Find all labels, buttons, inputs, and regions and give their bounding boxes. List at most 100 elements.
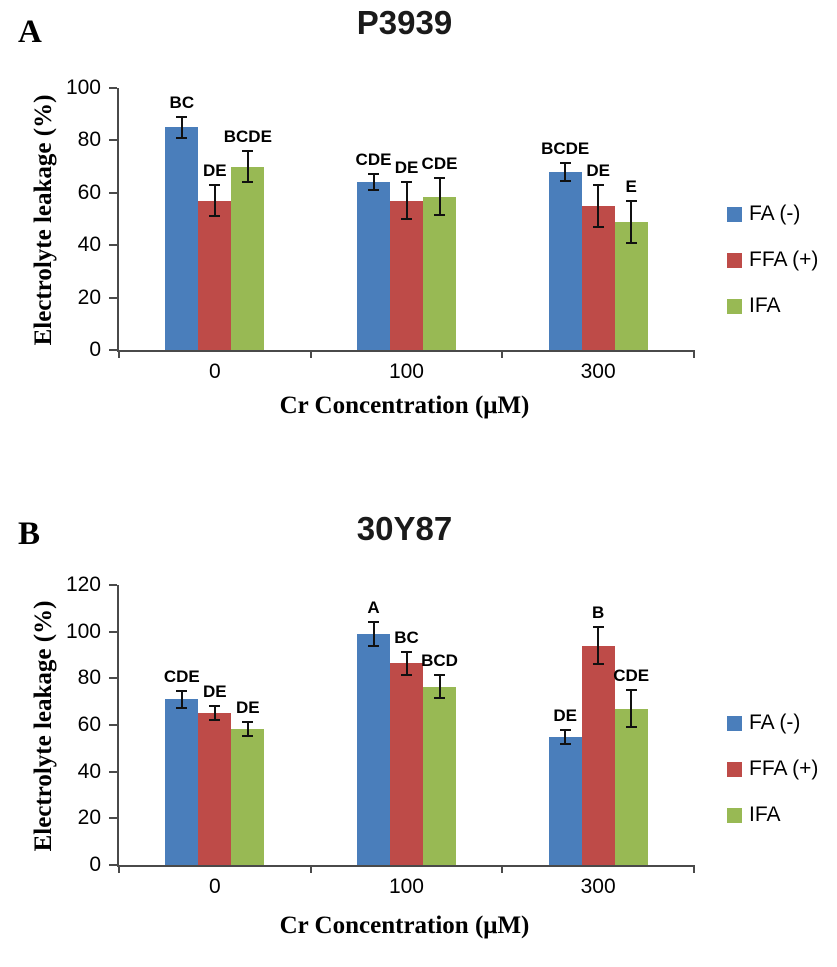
error-bar: [372, 622, 375, 646]
bar: [198, 713, 232, 865]
significance-letter: BC: [394, 627, 419, 647]
error-bar: [372, 174, 375, 191]
panel-letter-b: B: [18, 516, 41, 552]
error-bar-cap: [401, 673, 412, 676]
x-tick-mark: [693, 865, 695, 873]
y-axis-tick-label: 40: [77, 759, 101, 783]
bar: [423, 196, 456, 350]
significance-letter: DE: [553, 705, 577, 725]
plot-area-b: 0 20 40 60 80 100 120 0 CDE DE DE 100 A BC BCD 300 DE B CD…: [66, 573, 695, 898]
error-bar: [180, 691, 183, 708]
x-tick-mark: [118, 865, 120, 873]
x-axis-title-b: Cr Concentration (μM): [279, 912, 530, 939]
error-bar-cap: [434, 214, 445, 217]
y-tick-mark: [109, 770, 117, 773]
y-tick-mark: [109, 584, 117, 586]
significance-letter: E: [625, 176, 637, 196]
error-bar-cap: [625, 199, 637, 202]
y-axis-tick-label: 20: [77, 806, 101, 830]
y-tick-mark: [109, 349, 117, 351]
x-tick-mark: [693, 350, 695, 358]
legend-color-swatch: [727, 715, 742, 731]
x-tick-mark: [309, 865, 312, 873]
y-axis-tick-label: 100: [65, 76, 101, 99]
error-bar: [438, 674, 441, 699]
y-axis-tick-label: 0: [89, 853, 101, 876]
legend-label: FA (-): [749, 202, 801, 225]
error-bar: [564, 162, 567, 181]
y-axis-tick-label: 40: [77, 233, 101, 257]
chart-title-b: 30Y87: [356, 510, 453, 547]
significance-letter: DE: [203, 160, 227, 180]
x-axis-tick-label: 0: [208, 360, 221, 383]
significance-letter: DE: [586, 160, 610, 180]
x-axis-tick-label: 0: [208, 875, 221, 898]
bar: [423, 686, 456, 865]
y-tick-mark: [109, 864, 117, 866]
error-bar: [438, 178, 441, 216]
bar: [548, 171, 582, 350]
error-bar-cap: [434, 673, 445, 676]
significance-letter: CDE: [163, 667, 200, 687]
legend-item: FFA (+): [727, 757, 818, 780]
bar: [357, 182, 390, 350]
chart-title-a: P3939: [356, 4, 453, 41]
error-bar-cap: [559, 742, 571, 745]
significance-letter: A: [367, 598, 380, 618]
legend-color-swatch: [727, 807, 742, 823]
x-tick-mark: [501, 350, 504, 358]
error-bar: [405, 651, 408, 675]
error-bar: [246, 721, 249, 736]
significance-letter: BC: [169, 92, 195, 112]
panel-letter-a: A: [18, 14, 42, 50]
legend-color-swatch: [727, 761, 742, 777]
y-axis-tick-label: 100: [65, 619, 101, 643]
significance-letter: CDE: [355, 150, 392, 170]
significance-letter: B: [592, 603, 605, 622]
y-tick-mark: [109, 244, 117, 247]
error-bar-cap: [176, 690, 188, 693]
error-bar-cap: [242, 181, 254, 184]
bar: [357, 634, 390, 865]
x-tick-mark: [501, 865, 504, 873]
chart-panel-b: B 30Y87 Electrolyte leakage (%) 0 20 40 60 8…: [0, 488, 837, 967]
x-tick-mark: [309, 350, 312, 358]
error-bar-cap: [434, 697, 445, 700]
error-bar-cap: [176, 706, 188, 709]
legend-color-swatch: [727, 298, 742, 314]
bar: [390, 200, 423, 350]
error-bar-cap: [625, 726, 637, 729]
legend-a: FA (-) FFA (+) IFA: [727, 202, 818, 317]
significance-letter: CDE: [421, 154, 458, 174]
legend-item: FA (-): [727, 711, 818, 734]
error-bar-cap: [368, 189, 379, 192]
error-bar-cap: [242, 149, 254, 152]
significance-letter: DE: [236, 697, 260, 717]
error-bar-cap: [368, 644, 379, 647]
y-axis-tick-label: 80: [77, 128, 101, 152]
y-tick-mark: [109, 87, 117, 89]
y-tick-mark: [109, 296, 117, 299]
error-bar: [597, 184, 600, 227]
y-tick-mark: [109, 630, 117, 633]
error-bar-cap: [242, 720, 254, 723]
x-axis-tick-label: 100: [388, 875, 424, 898]
error-bar-cap: [368, 621, 379, 624]
legend-label: IFA: [749, 294, 781, 317]
error-bar-cap: [625, 241, 637, 244]
y-axis-tick-label: 120: [65, 573, 101, 596]
error-bar-cap: [209, 719, 221, 722]
significance-letter: DE: [203, 682, 227, 702]
bar: [614, 708, 648, 865]
y-axis-tick-label: 60: [77, 713, 101, 736]
significance-letter: BCDE: [223, 126, 272, 146]
significance-letter: BCDE: [541, 138, 590, 158]
y-tick-mark: [109, 817, 117, 820]
legend-color-swatch: [727, 252, 742, 268]
bar: [165, 127, 199, 350]
legend-item: IFA: [727, 294, 818, 317]
chart-panel-a: A P3939 Electrolyte leakage (%) 0 20 40 60 8…: [0, 0, 837, 470]
error-bar-cap: [592, 626, 604, 628]
x-axis-tick-label: 100: [388, 360, 424, 383]
